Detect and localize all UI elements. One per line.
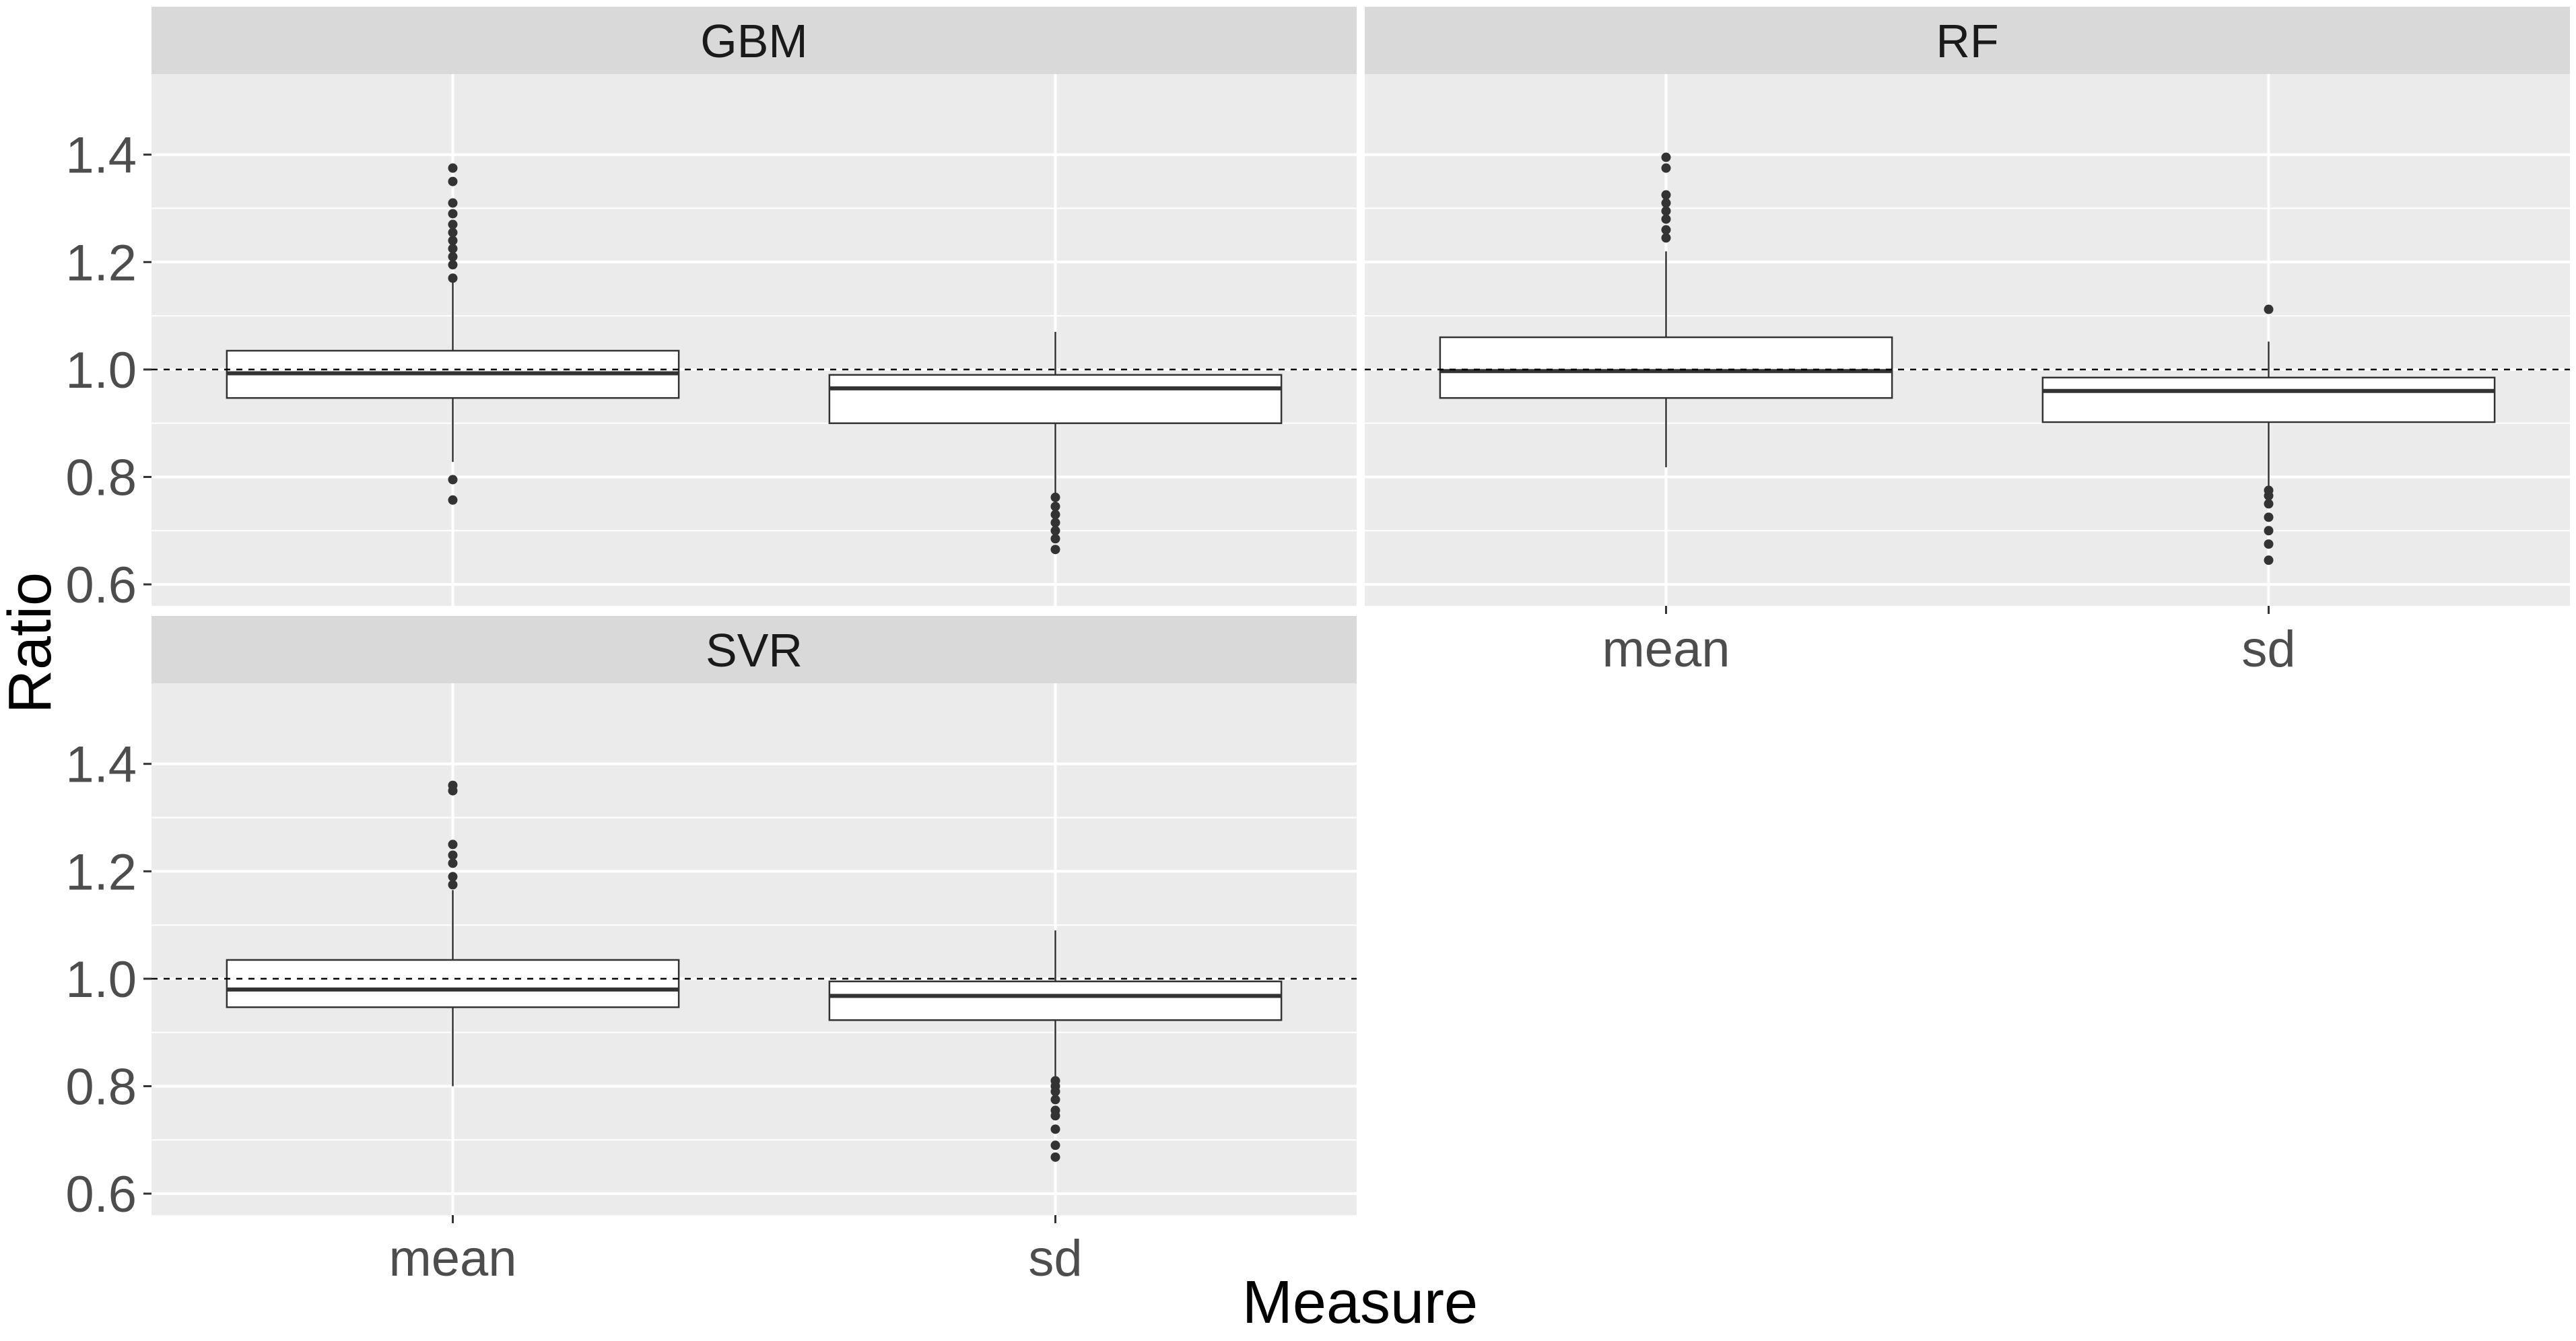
outlier-point bbox=[2264, 526, 2274, 536]
outlier-point bbox=[1661, 152, 1671, 162]
y-tick-label: 1.0 bbox=[65, 342, 137, 399]
outlier-point bbox=[448, 858, 458, 868]
outlier-point bbox=[1661, 190, 1671, 200]
outlier-point bbox=[448, 163, 458, 173]
outlier-point bbox=[1050, 1124, 1060, 1134]
outlier-point bbox=[1050, 510, 1060, 520]
outlier-point bbox=[448, 260, 458, 270]
outlier-point bbox=[448, 850, 458, 860]
y-tick-label: 1.4 bbox=[65, 736, 137, 794]
outlier-point bbox=[2264, 304, 2274, 314]
panel-rf: RF mean sd bbox=[1365, 7, 2570, 678]
outlier-point bbox=[448, 198, 458, 208]
outlier-point bbox=[448, 780, 458, 790]
outlier-point bbox=[1050, 1076, 1060, 1086]
y-tick-label: 1.2 bbox=[65, 234, 137, 291]
outlier-point bbox=[2264, 555, 2274, 565]
outlier-point bbox=[448, 219, 458, 230]
x-tick-label: mean bbox=[1602, 621, 1730, 678]
outlier-point bbox=[448, 273, 458, 283]
outlier-point bbox=[2264, 512, 2274, 522]
x-tick-label: sd bbox=[2241, 621, 2295, 678]
box-iqr bbox=[828, 374, 1283, 424]
outlier-point bbox=[448, 209, 458, 219]
outlier-point bbox=[1050, 526, 1060, 536]
outlier-point bbox=[1050, 1105, 1060, 1115]
panel-gbm: GBM 0.6 0.8 1.0 1.2 1.4 bbox=[65, 7, 1357, 614]
outlier-point bbox=[448, 244, 458, 254]
outlier-point bbox=[2264, 539, 2274, 549]
panel-background bbox=[151, 74, 1357, 606]
box-sd bbox=[828, 930, 1283, 1162]
x-axis-title: Measure bbox=[1242, 1269, 1478, 1336]
box-iqr bbox=[828, 980, 1283, 1021]
outlier-point bbox=[1050, 1095, 1060, 1105]
outlier-point bbox=[1050, 1140, 1060, 1150]
box-iqr bbox=[2041, 376, 2496, 423]
y-tick-label: 1.4 bbox=[65, 127, 137, 184]
y-tick-label: 0.8 bbox=[65, 1058, 137, 1115]
y-axis-title: Ratio bbox=[0, 572, 64, 714]
y-tick-label: 0.8 bbox=[65, 449, 137, 506]
x-tick-label: sd bbox=[1028, 1230, 1082, 1287]
outlier-point bbox=[1050, 518, 1060, 528]
y-tick-label: 1.2 bbox=[65, 844, 137, 901]
outlier-point bbox=[1050, 545, 1060, 555]
outlier-point bbox=[1661, 233, 1671, 243]
box-sd bbox=[2041, 304, 2496, 565]
facet-strip-label: GBM bbox=[700, 15, 807, 67]
outlier-point bbox=[1050, 492, 1060, 502]
x-tick-label: mean bbox=[388, 1230, 516, 1287]
box-sd bbox=[828, 332, 1283, 555]
facet-strip bbox=[151, 616, 1357, 683]
box-mean bbox=[226, 780, 680, 1087]
outlier-point bbox=[1050, 502, 1060, 512]
box-mean bbox=[226, 163, 680, 505]
outlier-point bbox=[448, 495, 458, 505]
outlier-point bbox=[1661, 225, 1671, 235]
outlier-point bbox=[448, 228, 458, 238]
box-iqr bbox=[226, 959, 680, 1008]
outlier-point bbox=[448, 839, 458, 850]
outlier-point bbox=[448, 872, 458, 882]
box-mean bbox=[1439, 152, 1893, 468]
outlier-point bbox=[1050, 1152, 1060, 1162]
panel-svr: SVR 0.6 0.8 1.0 1.2 1.4 mean sd bbox=[65, 616, 1357, 1287]
panel-background bbox=[151, 683, 1357, 1215]
outlier-point bbox=[1661, 206, 1671, 216]
facet-strip-label: RF bbox=[1936, 15, 1998, 67]
box-iqr bbox=[1439, 336, 1893, 399]
outlier-point bbox=[448, 176, 458, 186]
outlier-point bbox=[1661, 214, 1671, 224]
outlier-point bbox=[448, 236, 458, 246]
outlier-point bbox=[2264, 499, 2274, 509]
y-tick-label: 0.6 bbox=[65, 1166, 137, 1223]
facet-strip bbox=[1365, 7, 2570, 74]
outlier-point bbox=[1661, 198, 1671, 208]
outlier-point bbox=[448, 252, 458, 262]
facet-strip bbox=[151, 7, 1357, 74]
y-tick-label: 1.0 bbox=[65, 951, 137, 1008]
outlier-point bbox=[448, 880, 458, 890]
outlier-point bbox=[448, 475, 458, 485]
facet-strip-label: SVR bbox=[706, 624, 803, 677]
y-tick-label: 0.6 bbox=[65, 557, 137, 614]
outlier-point bbox=[2264, 485, 2274, 495]
outlier-point bbox=[1050, 534, 1060, 544]
outlier-point bbox=[1661, 163, 1671, 173]
